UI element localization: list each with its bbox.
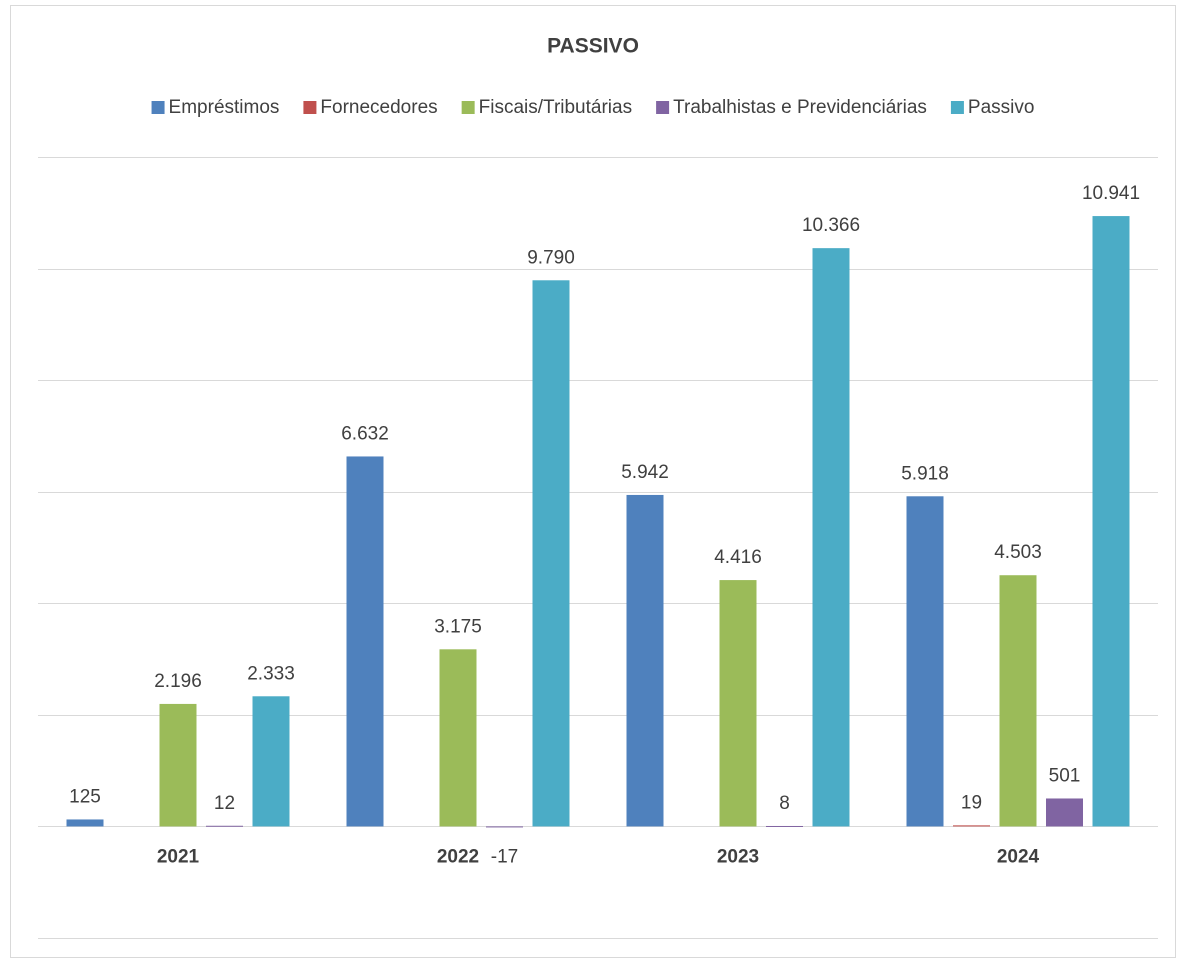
bar — [1046, 798, 1083, 827]
data-label: 4.416 — [714, 547, 762, 568]
bar — [346, 456, 384, 827]
legend-label: Passivo — [968, 97, 1035, 118]
x-tick-label: 2022 — [437, 846, 479, 867]
legend-swatch — [151, 101, 165, 114]
bar — [719, 580, 757, 827]
data-label: 2.333 — [247, 663, 295, 684]
bar — [252, 696, 290, 827]
x-tick-label: 2023 — [717, 846, 759, 867]
legend-label: Fornecedores — [320, 97, 437, 118]
bar — [953, 825, 990, 827]
data-label: 19 — [961, 792, 982, 813]
data-label: 9.790 — [527, 247, 575, 268]
bar — [532, 280, 570, 827]
bar — [1092, 216, 1130, 827]
data-label: 6.632 — [341, 423, 389, 444]
data-label: 501 — [1049, 765, 1081, 786]
bar — [999, 575, 1037, 827]
legend-swatch — [461, 101, 475, 114]
bar — [626, 494, 664, 827]
legend-label: Fiscais/Tributárias — [479, 97, 632, 118]
legend-swatch — [656, 101, 670, 114]
data-label: 10.366 — [802, 215, 860, 236]
data-label: 12 — [214, 793, 235, 814]
bar — [766, 825, 803, 827]
bar — [812, 248, 850, 827]
data-label: 5.918 — [901, 463, 949, 484]
bar — [439, 649, 477, 827]
chart-title: PASSIVO — [547, 35, 639, 58]
legend-swatch — [950, 101, 964, 114]
bar — [486, 826, 523, 828]
data-label: 3.175 — [434, 616, 482, 637]
bar — [206, 825, 243, 827]
x-tick-label: 2021 — [157, 846, 200, 867]
data-label: 10.941 — [1082, 183, 1140, 204]
chart-frame — [10, 5, 1176, 958]
data-label: 4.503 — [994, 542, 1042, 563]
legend: Empréstimos Fornecedores Fiscais/Tributári… — [151, 97, 1035, 118]
data-label: 125 — [69, 786, 101, 807]
bar — [159, 703, 197, 827]
bar — [66, 819, 104, 827]
data-label: 8 — [779, 793, 790, 814]
x-tick-label: 2024 — [997, 846, 1040, 867]
data-label: -17 — [491, 846, 518, 867]
legend-label: Trabalhistas e Previdenciárias — [673, 97, 927, 118]
bar — [906, 496, 944, 827]
legend-label: Empréstimos — [169, 97, 280, 118]
data-label: 5.942 — [621, 462, 669, 483]
data-label: 2.196 — [154, 671, 202, 692]
legend-swatch — [303, 101, 317, 114]
